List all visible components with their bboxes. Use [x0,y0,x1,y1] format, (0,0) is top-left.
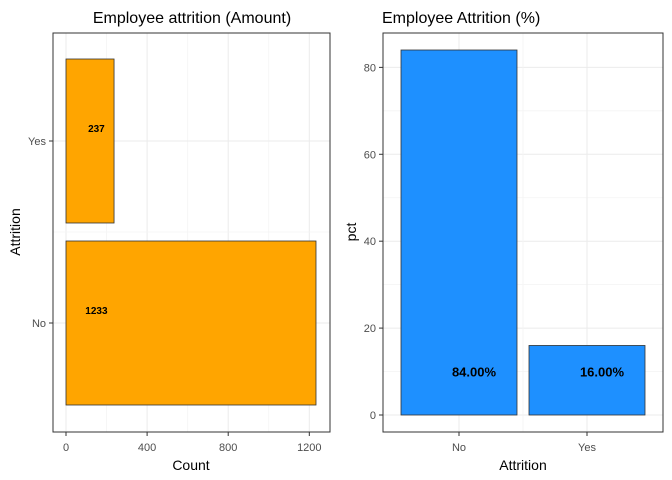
amount-chart-y-ticks: No Yes [28,136,53,330]
amount-chart-x-ticks: 0 400 800 1200 [63,432,322,454]
percent-chart: Employee Attrition (%) 84.00% 16.00% No Ye… [343,10,664,473]
percent-chart-title: Employee Attrition (%) [382,10,540,27]
percent-chart-data-labels: 84.00% 16.00% [452,365,625,380]
percent-chart-y-tick-label: 80 [364,62,376,74]
amount-chart-bar-no [65,240,317,406]
amount-chart-panel-border [52,32,331,433]
percent-chart-y-tick-label: 20 [364,323,376,335]
amount-chart-x-axis-title: Count [172,457,209,473]
amount-chart-y-tick-label: Yes [28,136,46,148]
percent-chart-bar-yes [528,345,646,416]
percent-chart-x-tick-label: Yes [578,442,596,454]
amount-chart-y-axis-title: Attrition [7,208,23,255]
amount-chart: Employee attrition (Amount) 1233 237 0 400… [7,10,331,473]
percent-chart-y-tick-label: 0 [370,410,376,422]
amount-chart-bars [65,58,317,406]
percent-chart-y-axis-title: pct [343,223,359,242]
amount-chart-x-tick-label: 1200 [297,442,321,454]
percent-chart-bars [400,49,646,416]
amount-chart-x-tick-label: 800 [219,442,237,454]
amount-chart-data-label-no: 1233 [85,306,108,317]
percent-chart-y-tick-label: 60 [364,149,376,161]
amount-chart-x-tick-label: 400 [138,442,156,454]
percent-chart-y-ticks: 0 20 40 60 80 [364,62,383,422]
amount-chart-bar-yes [65,58,115,224]
percent-chart-data-label-yes: 16.00% [580,365,625,380]
amount-chart-data-labels: 1233 237 [85,124,108,317]
percent-chart-x-ticks: No Yes [452,432,596,454]
amount-chart-title: Employee attrition (Amount) [93,10,291,27]
percent-chart-x-tick-label: No [452,442,466,454]
percent-chart-y-tick-label: 40 [364,236,376,248]
percent-chart-data-label-no: 84.00% [452,365,497,380]
amount-chart-y-tick-label: No [32,318,46,330]
amount-chart-data-label-yes: 237 [88,124,105,135]
percent-chart-bar-no [400,49,518,416]
percent-chart-x-axis-title: Attrition [499,457,546,473]
percent-chart-panel-border [382,32,664,433]
amount-chart-x-tick-label: 0 [63,442,69,454]
